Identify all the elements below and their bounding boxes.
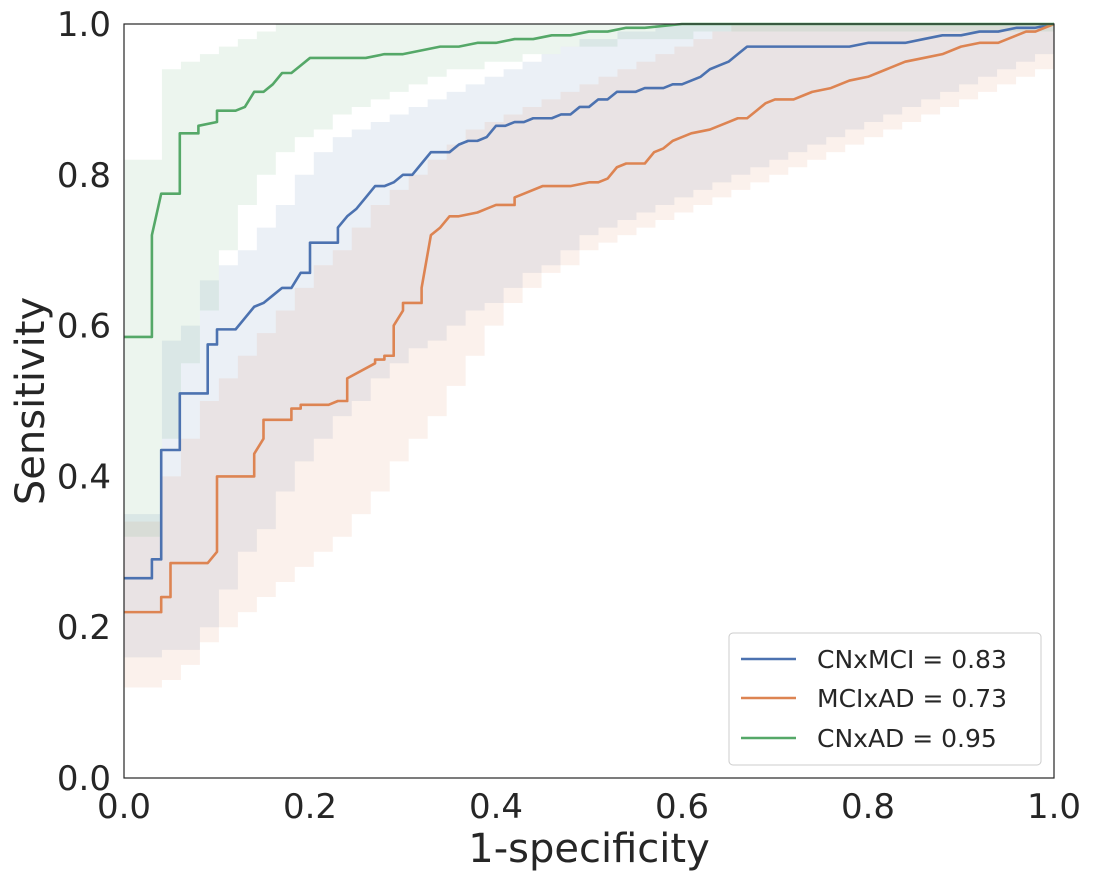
legend-label-cnxmci: CNxMCI = 0.83 xyxy=(817,645,1007,674)
y-tick-label: 0.4 xyxy=(57,457,111,497)
x-tick-label: 0.8 xyxy=(841,787,895,827)
confidence-band-2 xyxy=(124,24,1054,537)
x-axis-ticks: 0.0 0.2 0.4 0.6 0.8 1.0 xyxy=(97,787,1081,827)
y-tick-label: 0.2 xyxy=(57,608,111,648)
x-tick-label: 1.0 xyxy=(1027,787,1081,827)
legend-label-cnxad: CNxAD = 0.95 xyxy=(817,724,997,753)
legend-box xyxy=(728,632,1042,766)
series-line-0 xyxy=(124,22,1055,580)
y-axis-label: Sensitivity xyxy=(8,297,54,505)
y-tick-label: 1.0 xyxy=(57,5,111,45)
y-tick-label: 0.8 xyxy=(57,156,111,196)
legend: CNxMCI = 0.83 MCIxAD = 0.73 CNxAD = 0.95 xyxy=(728,632,1042,766)
confidence-band-0 xyxy=(124,24,1054,658)
y-tick-label: 0.6 xyxy=(57,307,111,347)
x-tick-label: 0.0 xyxy=(97,787,151,827)
plot-frame xyxy=(123,23,1055,779)
confidence-bands xyxy=(124,24,1054,688)
x-tick-label: 0.4 xyxy=(469,787,523,827)
x-axis-label: 1-specificity xyxy=(468,826,709,872)
x-tick-label: 0.2 xyxy=(283,787,337,827)
series-line-1 xyxy=(124,22,1055,614)
y-tick-label: 0.0 xyxy=(57,759,111,799)
legend-label-mcixad: MCIxAD = 0.73 xyxy=(817,684,1007,713)
y-axis-ticks: 0.0 0.2 0.4 0.6 0.8 1.0 xyxy=(57,5,111,799)
confidence-band-1 xyxy=(124,24,1054,688)
x-tick-label: 0.6 xyxy=(655,787,709,827)
